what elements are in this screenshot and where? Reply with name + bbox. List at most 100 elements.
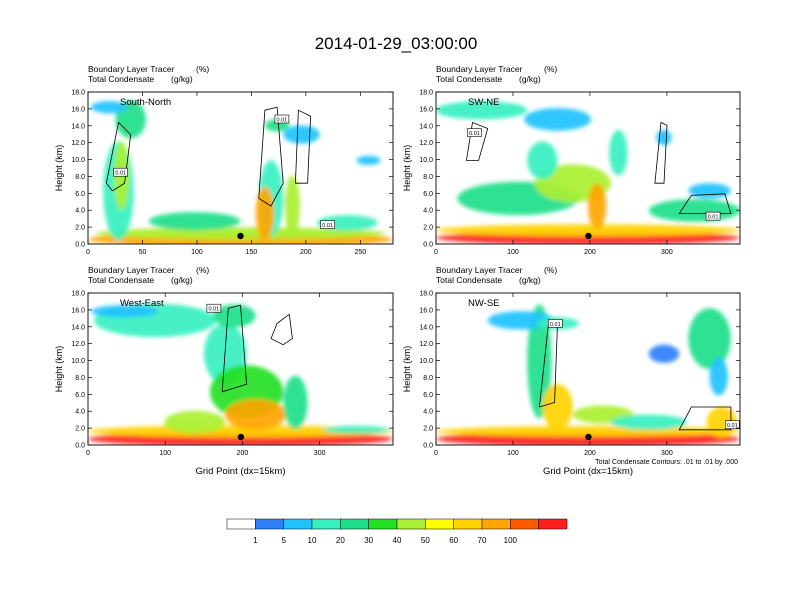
colorbar-swatch xyxy=(453,518,483,530)
y-tick-label: 10.0 xyxy=(71,157,85,164)
tracer-blob xyxy=(356,155,381,165)
x-tick-label: 0 xyxy=(434,249,438,256)
panel-4: Boundary Layer Tracer (%) Total Condensate… xyxy=(402,265,741,477)
colorbar-swatch xyxy=(340,518,369,530)
colorbar-swatch xyxy=(538,518,568,530)
panel-subtitle-2-unit: (g/kg) xyxy=(171,74,193,84)
contour-label-box xyxy=(274,114,290,124)
tracer-blob xyxy=(91,101,128,114)
y-tick-label: 2.0 xyxy=(75,225,85,232)
x-tick-label: 150 xyxy=(246,249,258,256)
condensate-contour xyxy=(105,121,132,192)
y-tick-label: 16.0 xyxy=(419,307,433,314)
tracer-field xyxy=(88,92,393,244)
x-tick-label: 0 xyxy=(86,450,90,457)
tracer-blob xyxy=(91,305,159,318)
tracer-blob xyxy=(164,410,226,434)
tracer-blob xyxy=(283,375,308,430)
y-tick-label: 8.0 xyxy=(75,174,85,181)
x-tick-label: 300 xyxy=(661,450,673,457)
panel-subtitle-1: Boundary Layer Tracer xyxy=(88,64,175,74)
y-tick-label: 0.0 xyxy=(423,443,433,450)
tracer-blob xyxy=(688,183,731,199)
colorbar-label: 100 xyxy=(504,536,518,545)
colorbar-swatch xyxy=(481,518,511,530)
y-axis-label: Height (km) xyxy=(402,145,412,192)
panel-3: Boundary Layer Tracer (%) Total Condensate… xyxy=(54,265,394,477)
tracer-blob xyxy=(213,304,256,328)
contour-label-box xyxy=(547,319,563,328)
contour-label: 0.01 xyxy=(550,322,561,328)
contour-label-box xyxy=(467,128,482,137)
y-tick-label: 12.0 xyxy=(419,341,433,348)
y-axis-label: Height (km) xyxy=(402,346,412,393)
y-tick-label: 14.0 xyxy=(419,324,433,331)
y-tick-label: 4.0 xyxy=(75,208,85,215)
y-tick-label: 18.0 xyxy=(71,90,85,97)
plot-frame xyxy=(435,91,741,245)
y-tick-label: 6.0 xyxy=(423,392,433,399)
colorbar-swatch xyxy=(255,518,284,530)
plot-frame xyxy=(435,292,741,446)
y-tick-label: 8.0 xyxy=(75,375,85,382)
colorbar-label: 5 xyxy=(281,536,286,545)
colorbar-swatch xyxy=(226,518,256,530)
y-tick-label: 10.0 xyxy=(419,358,433,365)
colorbar-label: 50 xyxy=(421,536,430,545)
contour-label-box xyxy=(725,420,740,430)
x-tick-label: 200 xyxy=(584,450,596,457)
tracer-blob xyxy=(88,425,393,438)
tracer-blob xyxy=(436,101,528,120)
x-tick-label: 200 xyxy=(237,450,249,457)
panel-2: Boundary Layer Tracer (%) Total Condensate… xyxy=(402,64,741,256)
tracer-blob xyxy=(527,304,552,419)
contour-label: 0.01 xyxy=(115,171,126,177)
tracer-blob xyxy=(225,399,287,430)
y-tick-label: 0.0 xyxy=(75,242,85,249)
panel-subtitle-2-unit: (g/kg) xyxy=(519,275,541,285)
colorbar-swatch xyxy=(283,518,313,530)
tracer-blob xyxy=(524,107,592,131)
y-tick-label: 16.0 xyxy=(71,307,85,314)
y-tick-label: 18.0 xyxy=(419,90,433,97)
panel-subtitle-1-unit: (%) xyxy=(196,64,209,74)
panel-subtitle-1: Boundary Layer Tracer xyxy=(436,265,523,275)
panel-subtitle-2-unit: (g/kg) xyxy=(519,74,541,84)
tracer-blob xyxy=(588,183,607,229)
tracer-blob xyxy=(648,199,740,222)
y-tick-label: 8.0 xyxy=(423,375,433,382)
y-tick-label: 16.0 xyxy=(71,106,85,113)
tracer-blob xyxy=(284,175,300,237)
tracer-field xyxy=(88,293,393,445)
panel-subtitle-2-unit: (g/kg) xyxy=(171,275,193,285)
x-tick-label: 200 xyxy=(584,249,596,256)
panel-subtitle-1: Boundary Layer Tracer xyxy=(436,64,523,74)
x-axis-label: Grid Point (dx=15km) xyxy=(543,466,633,477)
condensate-contour xyxy=(270,313,293,346)
tracer-field xyxy=(436,293,740,445)
colorbar-label: 70 xyxy=(478,536,487,545)
y-tick-label: 12.0 xyxy=(419,140,433,147)
condensate-contour xyxy=(294,109,312,184)
x-tick-label: 50 xyxy=(139,249,147,256)
colorbar-swatch xyxy=(396,518,426,530)
panel-label: South-North xyxy=(120,97,171,108)
tracer-blob xyxy=(709,357,728,396)
location-marker xyxy=(585,433,592,441)
condensate-contour xyxy=(654,121,668,184)
y-tick-label: 4.0 xyxy=(423,208,433,215)
tracer-blob xyxy=(648,344,680,363)
y-tick-label: 4.0 xyxy=(75,409,85,416)
y-axis-label: Height (km) xyxy=(54,145,64,192)
panel-subtitle-2: Total Condensate xyxy=(88,275,154,285)
colorbar-label: 40 xyxy=(393,536,402,545)
contour-label-box xyxy=(705,211,721,221)
colorbar-label: 10 xyxy=(308,536,317,545)
x-tick-label: 100 xyxy=(507,249,519,256)
tracer-blob xyxy=(255,187,275,241)
x-tick-label: 100 xyxy=(507,450,519,457)
contour-label: 0.01 xyxy=(727,423,738,429)
x-tick-label: 100 xyxy=(159,450,171,457)
